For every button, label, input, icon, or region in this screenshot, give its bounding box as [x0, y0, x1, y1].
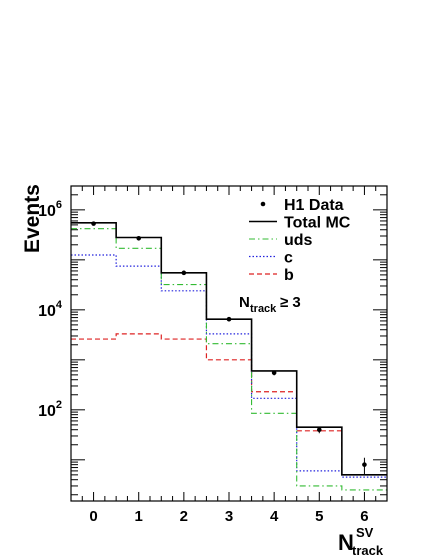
x-axis-label-sub: track	[352, 543, 384, 557]
series-uds-line	[71, 228, 387, 491]
y-axis-label: Events	[21, 184, 44, 253]
axis-ticks	[70, 185, 388, 501]
y-tick-exp: 6	[56, 199, 62, 211]
y-tick-exp: 4	[56, 299, 63, 311]
data-point	[91, 221, 96, 226]
y-tick-label-1e4: 104	[38, 299, 63, 320]
legend-label-uds: uds	[284, 232, 313, 249]
x-tick-label-4: 4	[270, 508, 279, 525]
plot-frame	[70, 185, 388, 502]
x-axis-label-sup: SV	[356, 525, 374, 540]
selection-annotation: N track ≥ 3	[239, 294, 301, 315]
data-point	[271, 370, 277, 376]
data-point	[181, 270, 187, 276]
annotation-main: N	[239, 294, 250, 311]
x-tick-label-0: 0	[89, 508, 97, 525]
legend-label-c: c	[284, 250, 293, 267]
y-tick-base: 10	[38, 203, 56, 220]
y-tick-exp: 2	[56, 399, 62, 411]
data-point	[136, 235, 142, 241]
x-axis-label: N	[338, 530, 354, 555]
x-tick-label-6: 6	[360, 508, 368, 525]
data-points	[91, 221, 367, 475]
annotation-sub: track	[250, 303, 277, 315]
y-tick-label-1e6: 106	[38, 199, 62, 220]
legend-marker-h1-data	[260, 201, 266, 207]
y-tick-base: 10	[38, 303, 56, 320]
legend-label-h1-data: H1 Data	[284, 197, 344, 214]
histogram-lines	[71, 222, 387, 491]
legend-label-total-mc: Total MC	[284, 215, 351, 232]
data-point	[362, 462, 367, 467]
series-b-line	[71, 333, 387, 476]
x-tick-label-5: 5	[315, 508, 323, 525]
annotation-rest: ≥ 3	[280, 294, 301, 311]
y-tick-label-1e2: 102	[38, 399, 62, 420]
data-point	[316, 427, 322, 433]
x-axis-label-main: N	[338, 530, 354, 555]
series-c-line	[71, 254, 387, 478]
series-total-mc-line	[71, 222, 387, 476]
x-tick-label-1: 1	[135, 508, 143, 525]
data-point	[226, 316, 232, 322]
legend-label-b: b	[284, 267, 294, 284]
x-tick-label-3: 3	[225, 508, 233, 525]
x-tick-label-2: 2	[180, 508, 188, 525]
y-tick-base: 10	[38, 403, 56, 420]
